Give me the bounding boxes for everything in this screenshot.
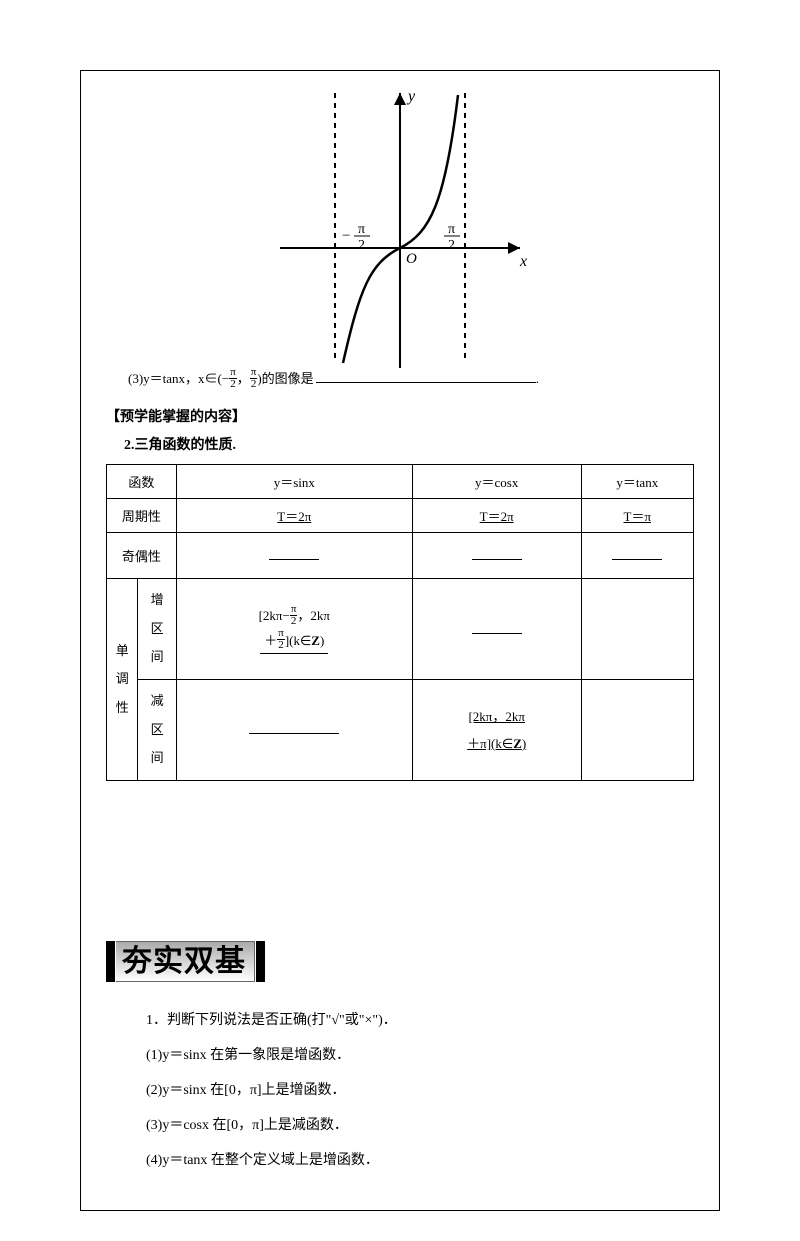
answer-blank — [316, 382, 536, 383]
svg-text:−: − — [342, 228, 350, 244]
svg-text:2: 2 — [358, 238, 365, 253]
tangent-svg: y x O − π 2 π 2 — [250, 83, 550, 373]
header-function: 函数 — [107, 465, 177, 499]
monotonicity-label: 单调性 — [107, 579, 138, 781]
item-3-text: (3)y＝tanx，x∈(−π2，π2)的图像是. — [106, 365, 694, 392]
parity-blank — [269, 547, 319, 560]
question-4: (4)y＝tanx 在整个定义域上是增函数． — [146, 1150, 694, 1171]
increasing-cos — [412, 579, 581, 680]
question-3: (3)y＝cosx 在[0，π]上是减函数． — [146, 1115, 694, 1136]
tangent-graph: y x O − π 2 π 2 — [106, 83, 694, 373]
decreasing-sin — [176, 680, 412, 781]
x-axis-label: x — [519, 253, 527, 270]
increasing-tan — [581, 579, 693, 680]
header-tan: y＝tanx — [581, 465, 693, 499]
table-row: 周期性 T＝2π T＝2π T＝π — [107, 499, 694, 533]
question-2: (2)y＝sinx 在[0，π]上是增函数． — [146, 1080, 694, 1101]
section-banner: 夯实双基 — [106, 941, 265, 982]
y-axis-label: y — [406, 88, 416, 105]
page-frame: y x O − π 2 π 2 (3)y＝tanx，x∈(−π2，π2)的图像是… — [80, 70, 720, 1211]
svg-text:π: π — [448, 222, 455, 237]
question-intro: 1．判断下列说法是否正确(打"√"或"×")． — [146, 1010, 694, 1031]
header-cos: y＝cosx — [412, 465, 581, 499]
table-row: 奇偶性 — [107, 533, 694, 579]
parity-blank — [612, 547, 662, 560]
header-sin: y＝sinx — [176, 465, 412, 499]
svg-text:2: 2 — [448, 238, 455, 253]
decreasing-tan — [581, 680, 693, 781]
table-row: 单调性 增区间 [2kπ−π2，2kπ ＋π2](k∈Z) — [107, 579, 694, 680]
sub-heading: 2.三角函数的性质. — [124, 434, 694, 454]
parity-blank — [472, 547, 522, 560]
question-1: (1)y＝sinx 在第一象限是增函数． — [146, 1045, 694, 1066]
increasing-label: 增区间 — [138, 579, 176, 680]
period-cos: T＝2π — [480, 509, 514, 524]
properties-table: 函数 y＝sinx y＝cosx y＝tanx 周期性 T＝2π T＝2π T＝… — [106, 464, 694, 781]
decreasing-cos: [2kπ，2kπ ＋π](k∈Z) — [412, 680, 581, 781]
period-label: 周期性 — [107, 499, 177, 533]
questions-block: 1．判断下列说法是否正确(打"√"或"×")． (1)y＝sinx 在第一象限是… — [106, 1010, 694, 1171]
period-tan: T＝π — [624, 509, 652, 524]
table-row: 减区间 [2kπ，2kπ ＋π](k∈Z) — [107, 680, 694, 781]
increasing-sin: [2kπ−π2，2kπ ＋π2](k∈Z) — [176, 579, 412, 680]
origin-label: O — [406, 251, 417, 267]
parity-label: 奇偶性 — [107, 533, 177, 579]
decreasing-label: 减区间 — [138, 680, 176, 781]
table-row: 函数 y＝sinx y＝cosx y＝tanx — [107, 465, 694, 499]
period-sin: T＝2π — [277, 509, 311, 524]
section-heading: 【预学能掌握的内容】 — [106, 406, 694, 426]
svg-text:π: π — [358, 222, 365, 237]
